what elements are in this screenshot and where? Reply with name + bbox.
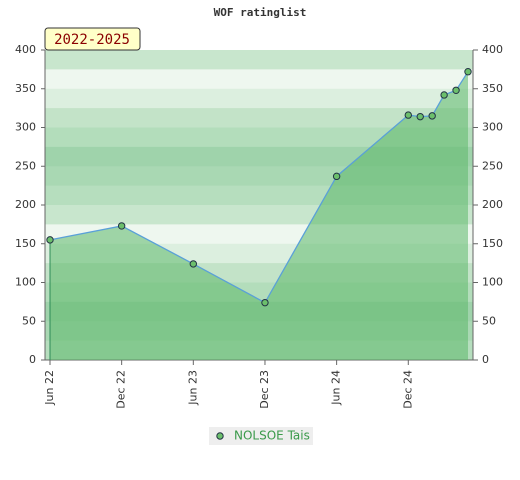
y-tick-label: 50: [22, 314, 36, 327]
y-tick-label: 200: [15, 198, 36, 211]
badge-box: [44, 27, 141, 51]
x-tick-label: Dec 24: [401, 370, 414, 409]
band: [45, 108, 473, 128]
x-tick-label: Dec 22: [115, 370, 128, 409]
y2-tick-label: 0: [482, 353, 489, 366]
x-tick-label: Dec 23: [258, 370, 271, 409]
marker: [189, 260, 198, 268]
marker: [46, 236, 54, 244]
marker: [416, 112, 424, 121]
x-tick-label: Jun 22: [43, 370, 56, 406]
band: [45, 88, 473, 109]
marker: [452, 86, 460, 95]
y2-tick-label: 350: [482, 82, 503, 95]
x-tick-label: Jun 23: [186, 370, 199, 406]
y2-tick-label: 50: [482, 314, 496, 327]
y-tick-label: 350: [15, 82, 36, 95]
marker: [332, 172, 341, 181]
y2-tick-label: 300: [482, 121, 503, 134]
band: [45, 50, 473, 70]
marker: [261, 298, 269, 307]
chart-title: WOF ratinglist: [214, 6, 307, 19]
y2-tick-label: 200: [482, 198, 503, 211]
area: [50, 71, 468, 360]
legend-label: NOLSOE Tais: [234, 429, 310, 443]
band: [45, 69, 473, 90]
legend-box: [209, 427, 313, 445]
legend-marker: [216, 432, 224, 440]
band: [45, 127, 473, 148]
y-tick-label: 0: [29, 353, 36, 366]
y-tick-label: 150: [15, 237, 36, 250]
marker: [440, 91, 448, 99]
marker: [404, 111, 412, 119]
marker: [117, 222, 126, 230]
badge: 2022-2025: [54, 32, 130, 48]
y2-tick-label: 250: [482, 159, 503, 172]
y-tick-label: 250: [15, 159, 36, 172]
y2-tick-label: 100: [482, 276, 503, 289]
marker: [464, 68, 472, 76]
x-tick-label: Jun 24: [330, 370, 343, 406]
marker: [428, 112, 436, 120]
y-tick-label: 100: [15, 276, 36, 289]
y2-tick-label: 400: [482, 43, 503, 56]
y-tick-label: 400: [15, 43, 36, 56]
y-tick-label: 300: [15, 121, 36, 134]
y2-tick-label: 150: [482, 237, 503, 250]
